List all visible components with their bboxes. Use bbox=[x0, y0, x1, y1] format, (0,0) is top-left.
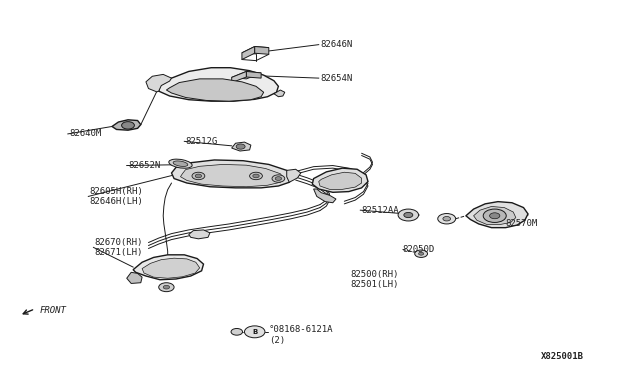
Text: 82512G: 82512G bbox=[186, 137, 218, 146]
Polygon shape bbox=[159, 68, 278, 101]
Circle shape bbox=[438, 214, 456, 224]
Ellipse shape bbox=[169, 159, 192, 168]
Circle shape bbox=[195, 174, 202, 178]
Polygon shape bbox=[127, 272, 142, 283]
Circle shape bbox=[122, 122, 134, 129]
Text: X825001B: X825001B bbox=[541, 352, 584, 361]
Circle shape bbox=[483, 209, 506, 222]
Polygon shape bbox=[232, 71, 261, 79]
Circle shape bbox=[244, 326, 265, 338]
Polygon shape bbox=[474, 206, 516, 225]
Polygon shape bbox=[142, 258, 200, 278]
Polygon shape bbox=[133, 255, 204, 280]
Circle shape bbox=[419, 252, 424, 255]
Text: °08168-6121A
(2): °08168-6121A (2) bbox=[269, 325, 333, 344]
Polygon shape bbox=[274, 90, 285, 97]
Polygon shape bbox=[172, 160, 293, 188]
Circle shape bbox=[398, 209, 419, 221]
Circle shape bbox=[443, 217, 451, 221]
Circle shape bbox=[272, 175, 285, 182]
Polygon shape bbox=[287, 169, 301, 182]
Circle shape bbox=[250, 172, 262, 180]
Polygon shape bbox=[232, 71, 246, 83]
Text: 82500(RH)
82501(LH): 82500(RH) 82501(LH) bbox=[351, 270, 399, 289]
Text: 82570M: 82570M bbox=[506, 219, 538, 228]
Polygon shape bbox=[255, 46, 269, 54]
Polygon shape bbox=[466, 202, 528, 228]
Polygon shape bbox=[189, 230, 210, 239]
Polygon shape bbox=[242, 46, 269, 54]
Text: B: B bbox=[252, 329, 257, 335]
Polygon shape bbox=[246, 71, 261, 78]
Polygon shape bbox=[232, 142, 251, 151]
Circle shape bbox=[236, 144, 245, 149]
Circle shape bbox=[253, 174, 259, 178]
Text: 82605H(RH)
82646H(LH): 82605H(RH) 82646H(LH) bbox=[90, 187, 143, 206]
Text: 82640M: 82640M bbox=[69, 129, 101, 138]
Polygon shape bbox=[319, 172, 362, 189]
Circle shape bbox=[490, 213, 500, 219]
Polygon shape bbox=[146, 74, 172, 92]
Text: 82512AA: 82512AA bbox=[362, 206, 399, 215]
Circle shape bbox=[192, 172, 205, 180]
Polygon shape bbox=[166, 79, 264, 101]
Polygon shape bbox=[314, 189, 336, 203]
Text: 82652N: 82652N bbox=[128, 161, 160, 170]
Polygon shape bbox=[180, 164, 284, 187]
Circle shape bbox=[163, 285, 170, 289]
Polygon shape bbox=[242, 46, 255, 60]
Text: 82670(RH)
82671(LH): 82670(RH) 82671(LH) bbox=[95, 238, 143, 257]
Circle shape bbox=[231, 328, 243, 335]
Polygon shape bbox=[112, 120, 141, 130]
Text: 82050D: 82050D bbox=[402, 245, 434, 254]
Circle shape bbox=[275, 177, 282, 180]
Text: 82654N: 82654N bbox=[320, 74, 352, 83]
Text: 82646N: 82646N bbox=[320, 40, 352, 49]
Circle shape bbox=[404, 212, 413, 218]
Text: FRONT: FRONT bbox=[40, 306, 67, 315]
Circle shape bbox=[415, 250, 428, 257]
Polygon shape bbox=[312, 168, 368, 192]
Circle shape bbox=[159, 283, 174, 292]
Ellipse shape bbox=[173, 161, 188, 166]
